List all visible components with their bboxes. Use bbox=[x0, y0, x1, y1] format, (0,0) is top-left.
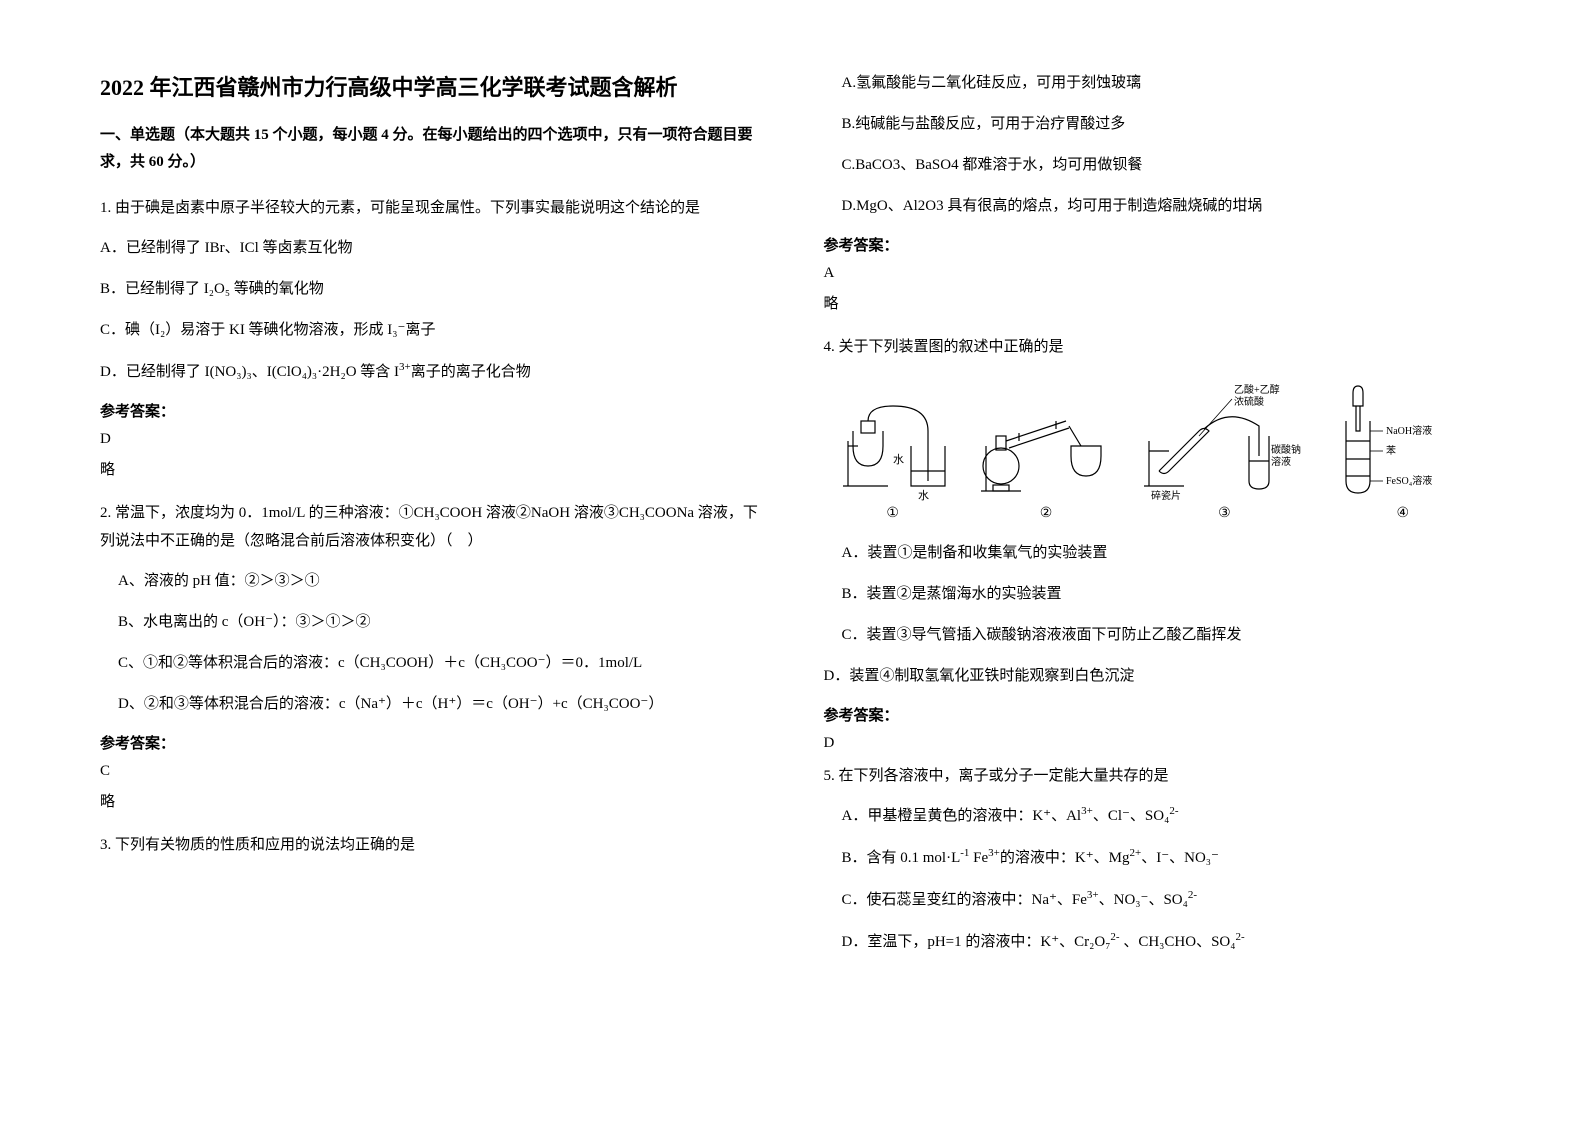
question-4: 4. 关于下列装置图的叙述中正确的是 bbox=[824, 333, 1488, 362]
page-container: 2022 年江西省赣州市力行高级中学高三化学联考试题含解析 一、单选题（本大题共… bbox=[0, 0, 1587, 1010]
q5c-sup1: 3+ bbox=[1087, 889, 1099, 901]
q5b-post: 、I⁻、NO₃⁻ bbox=[1141, 850, 1219, 866]
d3-label-3: 碎瓷片 bbox=[1151, 489, 1181, 501]
q4-option-c: C．装置③导气管插入碳酸钠溶液液面下可防止乙酸乙酯挥发 bbox=[842, 622, 1488, 649]
d4-label-2: 苯 bbox=[1386, 444, 1396, 457]
q5c-pre: C．使石蕊呈变红的溶液中：Na⁺、Fe bbox=[842, 892, 1087, 908]
q5a-pre: A．甲基橙呈黄色的溶液中：K⁺、Al bbox=[842, 808, 1082, 824]
q1-option-c: C．碘（I₂）易溶于 KI 等碘化物溶液，形成 I₃⁻离子 bbox=[100, 317, 764, 344]
q5a-sup2: 2- bbox=[1169, 805, 1178, 817]
q5d-mid: 、CH₃CHO、SO₄ bbox=[1120, 934, 1236, 950]
apparatus-4-icon: NaOH溶液 苯 FeSO₄溶液 bbox=[1328, 381, 1478, 501]
q5-text: 5. 在下列各溶液中，离子或分子一定能大量共存的是 bbox=[824, 762, 1488, 791]
q1-optd-sup: 3+ bbox=[399, 361, 411, 373]
q4-option-b: B．装置②是蒸馏海水的实验装置 bbox=[842, 581, 1488, 608]
q5a-mid: 、Cl⁻、SO₄ bbox=[1093, 808, 1170, 824]
q2-option-b: B、水电离出的 c（OH⁻）：③＞①＞② bbox=[118, 609, 764, 636]
q3-text: 3. 下列有关物质的性质和应用的说法均正确的是 bbox=[100, 831, 764, 860]
q1-answer-label: 参考答案： bbox=[100, 400, 764, 421]
question-2: 2. 常温下，浓度均为 0．1mol/L 的三种溶液：①CH₃COOH 溶液②N… bbox=[100, 499, 764, 556]
q4-diagram-2-label: ② bbox=[1040, 505, 1053, 522]
q3-option-d: D.MgO、Al2O3 具有很高的熔点，均可用于制造熔融烧碱的坩埚 bbox=[842, 193, 1488, 220]
question-3: 3. 下列有关物质的性质和应用的说法均正确的是 bbox=[100, 831, 764, 860]
left-column: 2022 年江西省赣州市力行高级中学高三化学联考试题含解析 一、单选题（本大题共… bbox=[100, 70, 764, 970]
q1-optd-pre: D．已经制得了 I(NO₃)₃、I(ClO₄)₃·2H₂O 等含 I bbox=[100, 364, 399, 380]
q5b-mid1: Fe bbox=[969, 850, 988, 866]
q4-diagram-4: NaOH溶液 苯 FeSO₄溶液 ④ bbox=[1328, 381, 1478, 522]
apparatus-2-icon bbox=[971, 391, 1121, 501]
q4-text: 4. 关于下列装置图的叙述中正确的是 bbox=[824, 333, 1488, 362]
q5d-sup2: 2- bbox=[1236, 931, 1245, 943]
q4-answer-label: 参考答案： bbox=[824, 704, 1488, 725]
q2-answer-label: 参考答案： bbox=[100, 732, 764, 753]
q2-option-a: A、溶液的 pH 值：②＞③＞① bbox=[118, 568, 764, 595]
right-column: A.氢氟酸能与二氧化硅反应，可用于刻蚀玻璃 B.纯碱能与盐酸反应，可用于治疗胃酸… bbox=[824, 70, 1488, 970]
q4-diagram-4-label: ④ bbox=[1397, 505, 1410, 522]
q2-answer: C bbox=[100, 763, 764, 780]
section-header: 一、单选题（本大题共 15 个小题，每小题 4 分。在每小题给出的四个选项中，只… bbox=[100, 122, 764, 176]
q5c-mid: 、NO₃⁻、SO₄ bbox=[1099, 892, 1188, 908]
question-1: 1. 由于碘是卤素中原子半径较大的元素，可能呈现金属性。下列事实最能说明这个结论… bbox=[100, 194, 764, 223]
q5b-pre: B．含有 0.1 mol·L bbox=[842, 850, 961, 866]
q5-option-b: B．含有 0.1 mol·L-1 Fe3+的溶液中：K⁺、Mg2+、I⁻、NO₃… bbox=[842, 844, 1488, 872]
question-5: 5. 在下列各溶液中，离子或分子一定能大量共存的是 bbox=[824, 762, 1488, 791]
q1-optd-post: 离子的离子化合物 bbox=[411, 364, 531, 380]
q3-option-a: A.氢氟酸能与二氧化硅反应，可用于刻蚀玻璃 bbox=[842, 70, 1488, 97]
q5c-sup2: 2- bbox=[1188, 889, 1197, 901]
q4-diagram-row: 水 水 ① bbox=[824, 382, 1488, 522]
q1-skip: 略 bbox=[100, 458, 764, 479]
q1-answer: D bbox=[100, 431, 764, 448]
apparatus-1-icon: 水 水 bbox=[833, 391, 953, 501]
d1-water-label-2: 水 bbox=[918, 489, 929, 501]
q4-option-d: D．装置④制取氢氧化亚铁时能观察到白色沉淀 bbox=[824, 663, 1488, 690]
q3-option-c: C.BaCO3、BaSO4 都难溶于水，均可用做钡餐 bbox=[842, 152, 1488, 179]
q5b-sup3: 2+ bbox=[1129, 847, 1141, 859]
q3-skip: 略 bbox=[824, 292, 1488, 313]
q5-option-a: A．甲基橙呈黄色的溶液中：K⁺、Al3+、Cl⁻、SO₄2- bbox=[842, 802, 1488, 830]
q3-answer: A bbox=[824, 265, 1488, 282]
d3-label-2: 浓硫酸 bbox=[1234, 395, 1264, 408]
q4-diagram-1-label: ① bbox=[886, 505, 899, 522]
q4-diagram-2: ② bbox=[971, 391, 1121, 522]
q3-answer-label: 参考答案： bbox=[824, 234, 1488, 255]
q4-diagram-3-label: ③ bbox=[1218, 505, 1231, 522]
q1-text: 1. 由于碘是卤素中原子半径较大的元素，可能呈现金属性。下列事实最能说明这个结论… bbox=[100, 194, 764, 223]
q4-answer: D bbox=[824, 735, 1488, 752]
q2-text: 2. 常温下，浓度均为 0．1mol/L 的三种溶液：①CH₃COOH 溶液②N… bbox=[100, 499, 764, 556]
q5d-pre: D．室温下，pH=1 的溶液中：K⁺、Cr₂O₇ bbox=[842, 934, 1111, 950]
q5a-sup1: 3+ bbox=[1081, 805, 1093, 817]
d3-label-1: 乙酸+乙醇 bbox=[1234, 383, 1280, 396]
q1-option-b: B．已经制得了 I₂O₅ 等碘的氧化物 bbox=[100, 276, 764, 303]
d4-label-1: NaOH溶液 bbox=[1386, 424, 1432, 437]
q2-option-d: D、②和③等体积混合后的溶液：c（Na⁺）＋c（H⁺）＝c（OH⁻）+c（CH₃… bbox=[118, 691, 764, 718]
q3-option-b: B.纯碱能与盐酸反应，可用于治疗胃酸过多 bbox=[842, 111, 1488, 138]
d3-label-4a: 碳酸钠 bbox=[1271, 443, 1301, 456]
q2-option-c: C、①和②等体积混合后的溶液：c（CH₃COOH）＋c（CH₃COO⁻）＝0．1… bbox=[118, 650, 764, 677]
d3-label-4b: 溶液 bbox=[1271, 455, 1291, 468]
q5-option-d: D．室温下，pH=1 的溶液中：K⁺、Cr₂O₇2- 、CH₃CHO、SO₄2- bbox=[842, 928, 1488, 956]
q4-diagram-1: 水 水 ① bbox=[833, 391, 953, 522]
q1-option-d: D．已经制得了 I(NO₃)₃、I(ClO₄)₃·2H₂O 等含 I3+离子的离… bbox=[100, 358, 764, 386]
q1-option-a: A．已经制得了 IBr、ICl 等卤素互化物 bbox=[100, 235, 764, 262]
q2-skip: 略 bbox=[100, 790, 764, 811]
q5-option-c: C．使石蕊呈变红的溶液中：Na⁺、Fe3+、NO₃⁻、SO₄2- bbox=[842, 886, 1488, 914]
q5b-mid2: 的溶液中：K⁺、Mg bbox=[1000, 850, 1130, 866]
d4-label-3: FeSO₄溶液 bbox=[1386, 474, 1432, 487]
d1-water-label-1: 水 bbox=[893, 453, 904, 466]
q5d-sup1: 2- bbox=[1110, 931, 1119, 943]
q4-option-a: A．装置①是制备和收集氧气的实验装置 bbox=[842, 540, 1488, 567]
q4-diagram-3: 乙酸+乙醇 浓硫酸 碎瓷片 碳酸钠 溶液 ③ bbox=[1139, 381, 1309, 522]
apparatus-3-icon: 乙酸+乙醇 浓硫酸 碎瓷片 碳酸钠 溶液 bbox=[1139, 381, 1309, 501]
q5b-sup2: 3+ bbox=[988, 847, 1000, 859]
page-title: 2022 年江西省赣州市力行高级中学高三化学联考试题含解析 bbox=[100, 70, 764, 102]
